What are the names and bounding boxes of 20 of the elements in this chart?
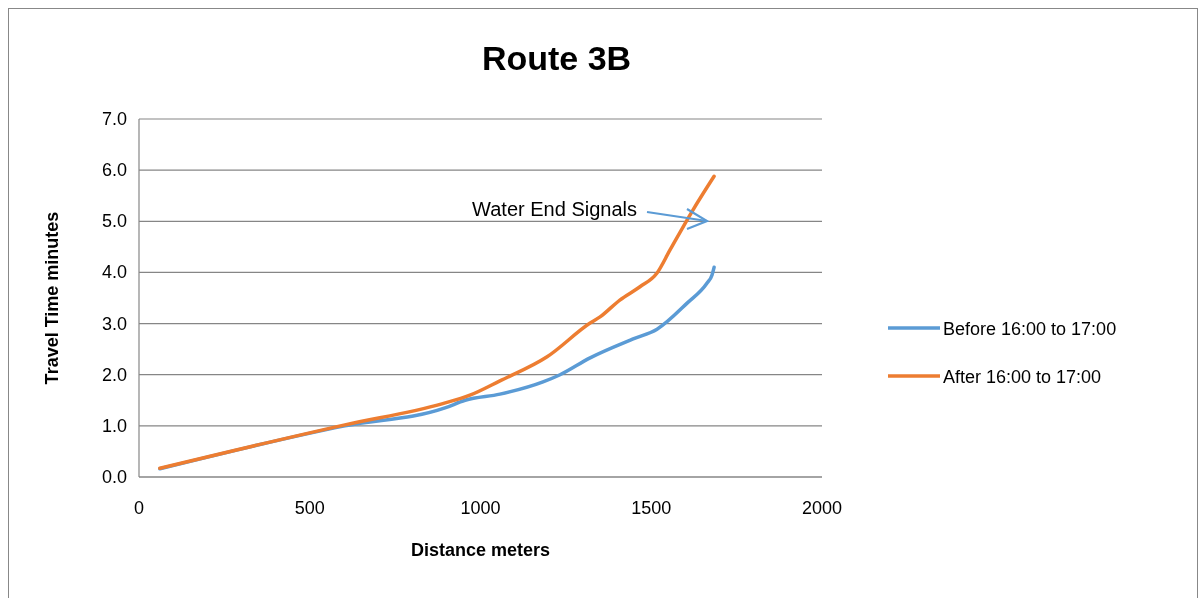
x-tick-label: 1000 xyxy=(460,498,501,518)
x-tick-label: 500 xyxy=(294,498,325,518)
x-tick-label: 2000 xyxy=(801,498,843,518)
legend-label: Before 16:00 to 17:00 xyxy=(943,319,1117,339)
y-tick-label: 4.0 xyxy=(101,262,127,283)
line-series xyxy=(158,174,716,471)
x-tick-label: 0 xyxy=(133,498,145,518)
y-tick-label: 6.0 xyxy=(101,160,127,181)
y-tick-label: 3.0 xyxy=(101,313,127,334)
y-tick-label: 2.0 xyxy=(101,364,127,385)
chart-title: Route 3B xyxy=(481,39,632,77)
y-tick-label: 0.0 xyxy=(101,467,127,487)
y-tick-label: 1.0 xyxy=(101,415,127,436)
x-tick-label: 1500 xyxy=(631,498,672,518)
annotation: Water End Signals xyxy=(472,198,637,220)
y-tick-label: 7.0 xyxy=(101,109,127,129)
x-axis-title: Distance meters xyxy=(410,540,551,560)
y-axis-title: Travel Time minutes xyxy=(42,211,62,385)
legend-label: After 16:00 to 17:00 xyxy=(943,367,1102,387)
y-tick-label: 5.0 xyxy=(101,211,127,232)
